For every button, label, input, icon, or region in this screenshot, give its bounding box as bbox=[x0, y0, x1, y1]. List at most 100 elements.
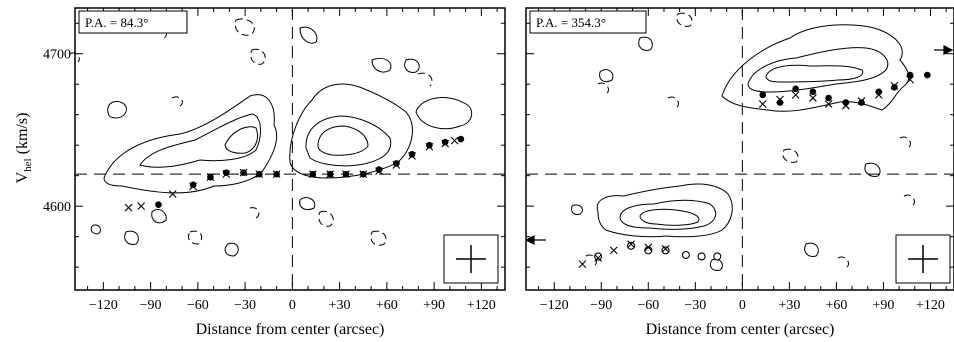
data-point-filled bbox=[457, 135, 465, 143]
x-tick-label: 0 bbox=[739, 298, 746, 313]
data-point-open bbox=[697, 252, 706, 261]
data-point-cross bbox=[222, 170, 231, 179]
data-point-cross bbox=[841, 101, 850, 110]
data-point-cross bbox=[137, 202, 146, 211]
y-axis-title-subscript: hel bbox=[22, 158, 34, 171]
data-point-open bbox=[713, 252, 722, 261]
negative-contours-right bbox=[585, 12, 915, 269]
data-point-cross bbox=[206, 173, 215, 182]
data-point-cross bbox=[425, 142, 434, 151]
y-axis-title-unit: (km/s) bbox=[14, 113, 31, 159]
data-point-open bbox=[661, 246, 670, 255]
arrow-left-edge bbox=[524, 235, 546, 245]
y-axis-title-main: V bbox=[14, 171, 31, 183]
data-point-cross bbox=[308, 170, 317, 179]
data-point-cross bbox=[644, 243, 653, 252]
data-point-cross bbox=[441, 139, 450, 148]
data-point-cross bbox=[809, 94, 817, 102]
data-point-cross bbox=[890, 81, 899, 90]
plot-frame-right bbox=[525, 7, 954, 291]
data-point-cross bbox=[627, 240, 635, 249]
data-point-cross bbox=[326, 170, 335, 179]
x-tick-label: −60 bbox=[187, 298, 209, 313]
data-point-filled bbox=[809, 88, 817, 96]
data-point-cross bbox=[255, 170, 264, 179]
panel-label-box-left: P.A. = 84.3° bbox=[78, 10, 188, 34]
x-axis-title-left: Distance from center (arcsec) bbox=[196, 321, 385, 338]
x-tick-label: +30 bbox=[329, 298, 351, 313]
data-point-filled bbox=[155, 201, 162, 208]
panel-label-box-right: P.A. = 354.3° bbox=[529, 10, 647, 34]
data-point-filled bbox=[759, 91, 767, 99]
ticks-left bbox=[75, 8, 505, 290]
data-point-cross bbox=[609, 246, 618, 255]
resolution-box-left bbox=[443, 234, 499, 284]
resolution-box-right bbox=[895, 234, 951, 284]
data-points-right bbox=[578, 71, 931, 268]
panel-label-left: P.A. = 84.3° bbox=[85, 15, 148, 30]
y-tick-label: 4600 bbox=[43, 200, 71, 215]
data-point-cross bbox=[408, 151, 416, 160]
x-tick-label: +120 bbox=[467, 298, 496, 313]
ticks-right bbox=[526, 8, 954, 290]
data-point-cross bbox=[594, 254, 603, 262]
data-point-cross bbox=[375, 167, 383, 175]
x-tick-labels-left: −120 −90 −60 −30 0 +30 +60 +90 +120 bbox=[89, 298, 496, 313]
data-point-cross bbox=[189, 182, 198, 191]
data-point-cross bbox=[359, 170, 368, 179]
y-tick-labels-left: 4600 4700 bbox=[43, 48, 71, 215]
panel-right: −120 −90 −60 −30 0 +30 +60 +90 +120 P.A. = 354.3… bbox=[524, 7, 954, 338]
data-point-cross bbox=[578, 260, 587, 268]
x-tick-label: −90 bbox=[140, 298, 162, 313]
data-point-cross bbox=[272, 170, 281, 179]
contour-map-right bbox=[571, 24, 910, 271]
data-point-filled bbox=[441, 138, 449, 146]
data-point-filled bbox=[426, 141, 433, 149]
data-point-filled bbox=[222, 169, 230, 176]
data-point-filled bbox=[375, 166, 383, 173]
x-tick-label: +90 bbox=[872, 298, 894, 313]
data-point-cross bbox=[661, 244, 670, 253]
data-points-left bbox=[124, 135, 465, 212]
x-tick-label: −60 bbox=[637, 298, 659, 313]
data-point-cross bbox=[239, 168, 248, 177]
x-tick-label: 0 bbox=[289, 298, 296, 313]
data-point-cross bbox=[392, 161, 401, 169]
x-tick-labels-right: −120 −90 −60 −30 0 +30 +60 +90 +120 bbox=[540, 298, 945, 313]
data-point-filled bbox=[792, 85, 799, 93]
data-point-filled bbox=[393, 160, 400, 167]
data-point-filled bbox=[825, 94, 832, 102]
panel-left: −120 −90 −60 −30 0 +30 +60 +90 +120 4600 4700 P.A… bbox=[14, 7, 506, 338]
data-point-cross bbox=[342, 170, 350, 179]
data-point-cross bbox=[906, 75, 914, 84]
data-point-cross bbox=[124, 203, 133, 212]
plot-frame-left bbox=[74, 7, 506, 291]
contour-map-left bbox=[90, 26, 473, 257]
data-point-filled bbox=[924, 71, 931, 79]
data-point-cross bbox=[791, 90, 800, 99]
data-point-cross bbox=[450, 136, 459, 145]
data-point-filled bbox=[408, 151, 416, 158]
y-axis-title: Vhel (km/s) bbox=[14, 113, 34, 184]
data-point-cross bbox=[824, 100, 833, 108]
data-point-open bbox=[681, 250, 690, 259]
x-tick-label: −30 bbox=[234, 298, 256, 313]
data-point-open bbox=[594, 252, 603, 261]
data-point-open bbox=[626, 241, 636, 250]
data-point-filled bbox=[891, 83, 898, 91]
x-axis-title-right: Distance from center (arcsec) bbox=[646, 321, 835, 338]
data-point-filled bbox=[858, 99, 865, 106]
data-point-cross bbox=[776, 95, 784, 104]
x-tick-label: −120 bbox=[540, 298, 569, 313]
data-point-cross bbox=[857, 97, 866, 105]
x-tick-label: +90 bbox=[423, 298, 445, 313]
y-tick-label: 4700 bbox=[43, 48, 71, 63]
x-tick-label: +120 bbox=[916, 298, 945, 313]
x-tick-label: −30 bbox=[684, 298, 706, 313]
x-tick-label: +60 bbox=[825, 298, 847, 313]
panel-label-right: P.A. = 354.3° bbox=[536, 15, 606, 30]
data-point-cross bbox=[758, 100, 767, 108]
x-tick-label: +60 bbox=[376, 298, 398, 313]
negative-contours-left bbox=[69, 18, 433, 246]
